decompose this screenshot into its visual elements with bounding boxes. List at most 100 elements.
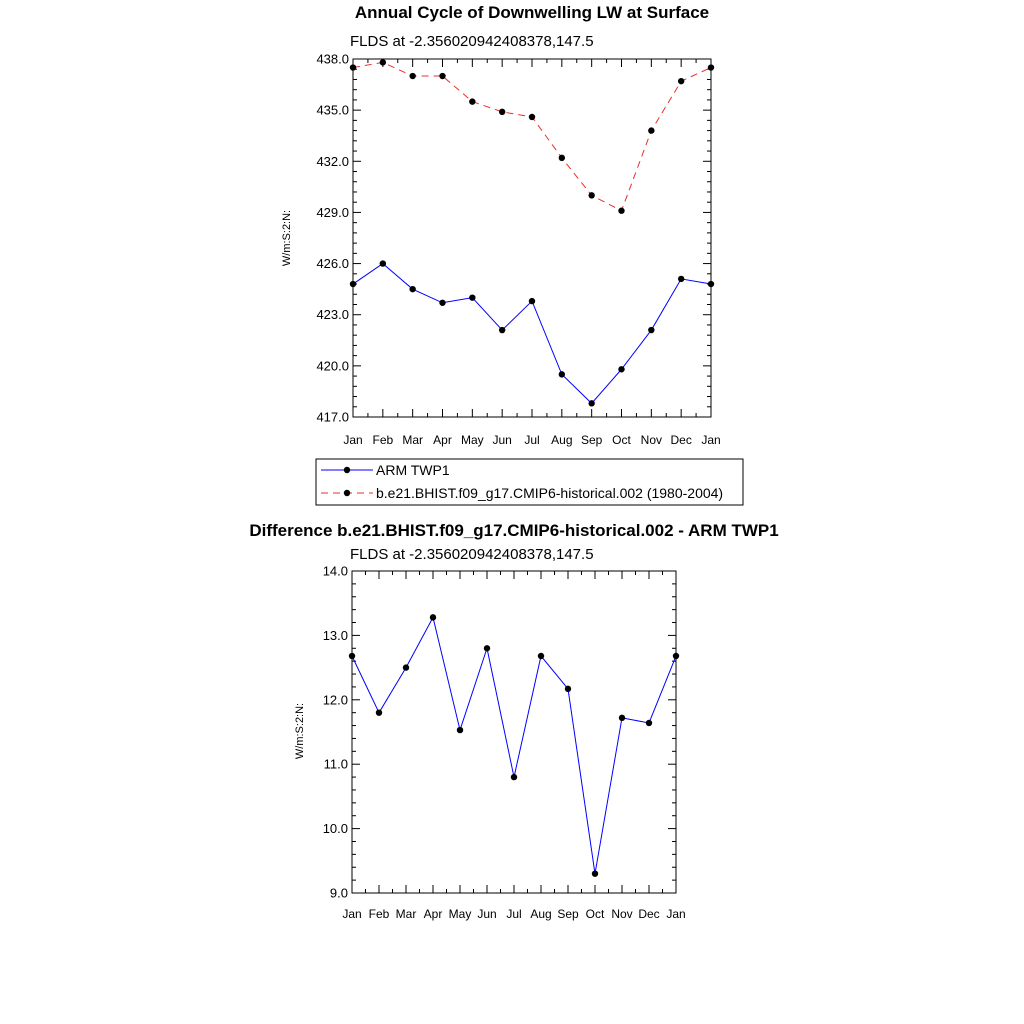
- data-point: [375, 709, 383, 716]
- y-tick-label: 420.0: [316, 358, 349, 373]
- x-tick-label: Oct: [586, 907, 605, 921]
- x-tick-label: Aug: [551, 433, 572, 447]
- data-point: [469, 294, 476, 301]
- x-tick-label: Jan: [701, 433, 720, 447]
- chart-subtitle: FLDS at -2.356020942408378,147.5: [350, 546, 594, 563]
- data-point: [409, 72, 416, 80]
- data-point: [349, 280, 357, 288]
- plot-frame: [352, 58, 712, 418]
- data-point: [439, 299, 446, 306]
- data-point: [349, 64, 357, 71]
- y-tick-label: 423.0: [316, 307, 349, 322]
- x-tick-label: Aug: [530, 907, 551, 921]
- chart-subtitle: FLDS at -2.356020942408378,147.5: [350, 33, 594, 50]
- y-axis-label: W/m:S:2:N:: [281, 210, 293, 266]
- data-point: [707, 280, 715, 288]
- y-axis-label: W/m:S:2:N:: [294, 703, 306, 759]
- legend-marker-arm: [343, 466, 351, 474]
- plot-frame: [351, 570, 677, 894]
- data-point: [402, 664, 410, 671]
- legend-box: [315, 458, 744, 506]
- data-point: [379, 260, 387, 267]
- x-tick-label: Jun: [477, 907, 496, 921]
- x-tick-label: Mar: [402, 433, 423, 447]
- difference-chart: Difference b.e21.BHIST.f09_g17.CMIP6-his…: [249, 521, 778, 921]
- data-point: [564, 685, 572, 693]
- y-tick-label: 11.0: [324, 757, 348, 772]
- data-point: [648, 127, 655, 134]
- plot-area: [349, 59, 715, 407]
- axes: Jan Feb Mar Apr May Jun Jul Aug Sep Oct Nov Dec Jan 9…: [323, 564, 686, 922]
- x-tick-label: Jul: [506, 907, 521, 921]
- legend: ARM TWP1 b.e21.BHIST.f09_g17.CMIP6-histo…: [315, 458, 744, 506]
- x-tick-label: May: [461, 433, 484, 447]
- data-point: [648, 326, 655, 334]
- data-point: [677, 77, 685, 85]
- y-tick-label: 9.0: [330, 886, 348, 901]
- data-point: [537, 652, 545, 660]
- data-point: [588, 192, 595, 199]
- y-tick-label: 432.0: [316, 154, 349, 169]
- data-point: [591, 870, 599, 877]
- y-tick-label: 12.0: [323, 692, 348, 707]
- data-point: [483, 645, 491, 652]
- x-tick-label: Feb: [372, 433, 393, 447]
- x-tick-label: Nov: [641, 433, 662, 447]
- data-point: [645, 719, 653, 727]
- data-point: [348, 652, 356, 660]
- data-point: [618, 714, 626, 722]
- x-tick-label: Jul: [524, 433, 539, 447]
- x-tick-label: Jan: [343, 433, 362, 447]
- data-point: [439, 72, 446, 80]
- data-point: [558, 154, 566, 162]
- x-tick-label: May: [449, 907, 472, 921]
- data-point: [672, 652, 680, 660]
- x-tick-label: Jan: [342, 907, 361, 921]
- data-point: [510, 773, 518, 781]
- data-point: [528, 297, 536, 305]
- data-point: [456, 726, 464, 734]
- x-tick-label: Sep: [581, 433, 603, 447]
- x-tick-label: Jun: [492, 433, 511, 447]
- y-tick-label: 438.0: [316, 52, 349, 67]
- x-tick-label: Feb: [369, 907, 390, 921]
- x-tick-label: Sep: [557, 907, 579, 921]
- x-tick-label: Apr: [424, 907, 443, 921]
- data-point: [498, 326, 506, 334]
- x-tick-label: Jan: [666, 907, 685, 921]
- y-tick-label: 13.0: [323, 628, 348, 643]
- chart-title: Annual Cycle of Downwelling LW at Surfac…: [355, 3, 709, 22]
- series-line-1: [352, 61, 712, 212]
- legend-marker-model: [343, 489, 351, 497]
- y-tick-label: 417.0: [316, 410, 349, 425]
- series-line-0: [352, 262, 712, 405]
- data-point: [588, 400, 595, 407]
- x-tick-label: Apr: [433, 433, 452, 447]
- y-tick-label: 10.0: [323, 821, 348, 836]
- data-point: [409, 285, 416, 293]
- legend-label-arm: ARM TWP1: [376, 462, 450, 478]
- x-tick-label: Oct: [612, 433, 631, 447]
- y-tick-label: 435.0: [316, 103, 349, 118]
- data-point: [707, 64, 715, 71]
- legend-label-model: b.e21.BHIST.f09_g17.CMIP6-historical.002…: [376, 485, 723, 501]
- y-tick-label: 14.0: [323, 564, 348, 579]
- data-point: [677, 275, 685, 283]
- x-tick-label: Dec: [670, 433, 691, 447]
- x-tick-label: Dec: [638, 907, 659, 921]
- data-point: [469, 98, 476, 105]
- series-line-0: [351, 615, 677, 874]
- plot-area: [348, 614, 680, 877]
- y-tick-label: 429.0: [316, 205, 349, 220]
- data-point: [618, 207, 625, 214]
- data-point: [558, 371, 566, 378]
- x-tick-label: Mar: [396, 907, 417, 921]
- data-point: [618, 366, 625, 373]
- chart-title: Difference b.e21.BHIST.f09_g17.CMIP6-his…: [249, 521, 778, 540]
- annual-cycle-chart: Annual Cycle of Downwelling LW at Surfac…: [281, 3, 744, 506]
- axes: Jan Feb Mar Apr May Jun Jul Aug Sep Oct Nov Dec Jan 4…: [316, 52, 720, 448]
- data-point: [498, 108, 506, 116]
- data-point: [379, 59, 387, 66]
- data-point: [528, 113, 536, 121]
